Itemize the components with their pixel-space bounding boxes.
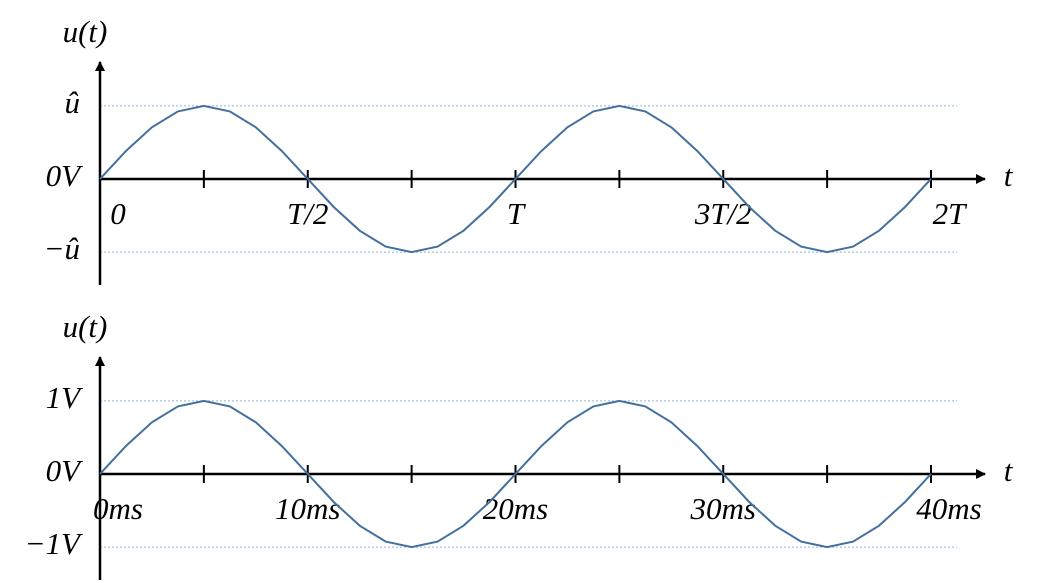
x-tick-label: 10ms [275,491,340,526]
x-axis-label: t [1004,158,1014,193]
y-axis-label: u(t) [63,309,108,344]
x-tick-label: 40ms [916,491,981,526]
signal-curve [99,399,932,549]
x-tick-label: 30ms [690,491,756,526]
signal-curve [99,104,932,254]
y-tick-label: −1V [25,526,83,561]
y-tick-label: 0V [46,453,84,488]
x-tick-label: 20ms [483,491,548,526]
y-tick-label: 0V [46,158,84,193]
y-tick-label: 1V [46,380,84,415]
y-axis-label: u(t) [63,14,108,49]
x-tick-label: 0ms [93,491,143,526]
x-tick-label: 3T/2 [694,196,752,231]
y-tick-label: û [65,85,81,120]
x-tick-label: T/2 [287,196,328,231]
x-tick-label: 0 [110,196,126,231]
x-axis-label: t [1004,453,1014,488]
x-tick-label: 2T [933,196,969,231]
x-tick-label: T [507,196,527,231]
y-tick-label: −û [44,231,80,266]
